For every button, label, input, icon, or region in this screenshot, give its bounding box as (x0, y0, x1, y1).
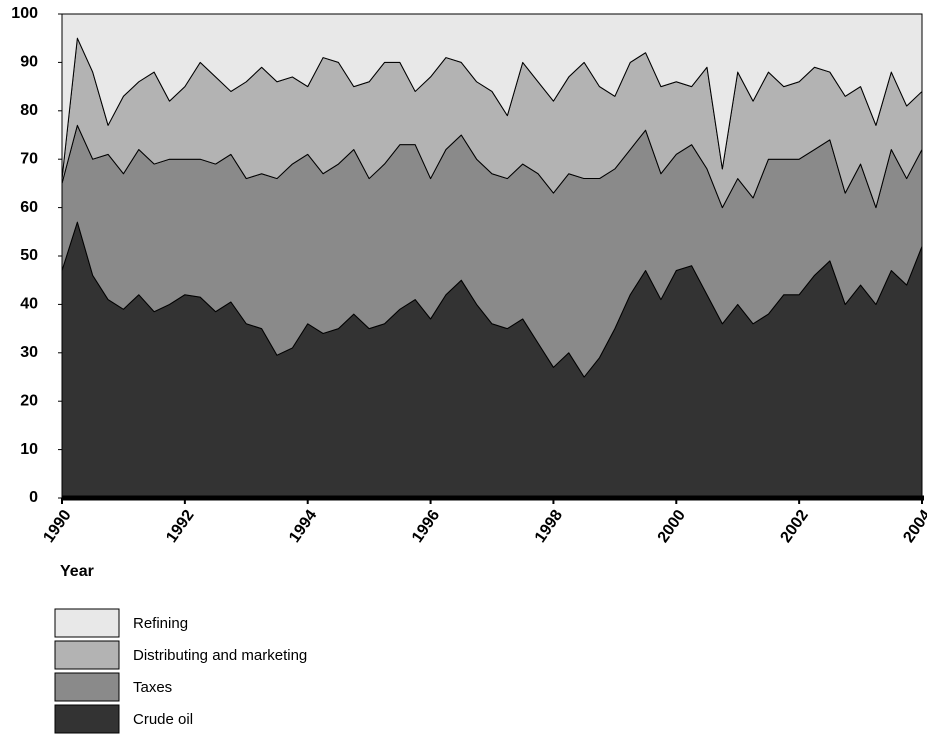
legend-swatch (54, 672, 120, 702)
legend-swatch (54, 704, 120, 734)
y-tick-label: 60 (20, 199, 38, 216)
legend-label: Refining (133, 615, 188, 632)
y-tick-label: 100 (11, 5, 38, 22)
x-axis-label: Year (60, 563, 94, 580)
legend-swatch (54, 640, 120, 670)
y-tick-label: 40 (20, 296, 38, 313)
y-tick-label: 50 (20, 247, 38, 264)
y-tick-label: 20 (20, 392, 38, 409)
y-tick-label: 90 (20, 54, 38, 71)
x-tick-label: 1996 (409, 507, 443, 546)
legend-swatch (54, 608, 120, 638)
y-tick-label: 80 (20, 102, 38, 119)
x-tick-label: 1994 (286, 507, 320, 546)
x-tick-label: 1998 (532, 507, 566, 546)
legend-label: Taxes (133, 679, 172, 696)
y-tick-label: 10 (20, 441, 38, 458)
y-tick-label: 30 (20, 344, 38, 361)
x-tick-label: 2000 (655, 507, 689, 546)
legend-label: Crude oil (133, 711, 193, 728)
x-tick-label: 1992 (163, 507, 197, 546)
legend-label: Distributing and marketing (133, 647, 307, 664)
y-tick-label: 70 (20, 150, 38, 167)
x-tick-label: 2004 (900, 507, 927, 546)
y-tick-label: 0 (29, 489, 38, 506)
x-tick-label: 2002 (778, 507, 812, 546)
x-tick-label: 1990 (40, 507, 74, 546)
